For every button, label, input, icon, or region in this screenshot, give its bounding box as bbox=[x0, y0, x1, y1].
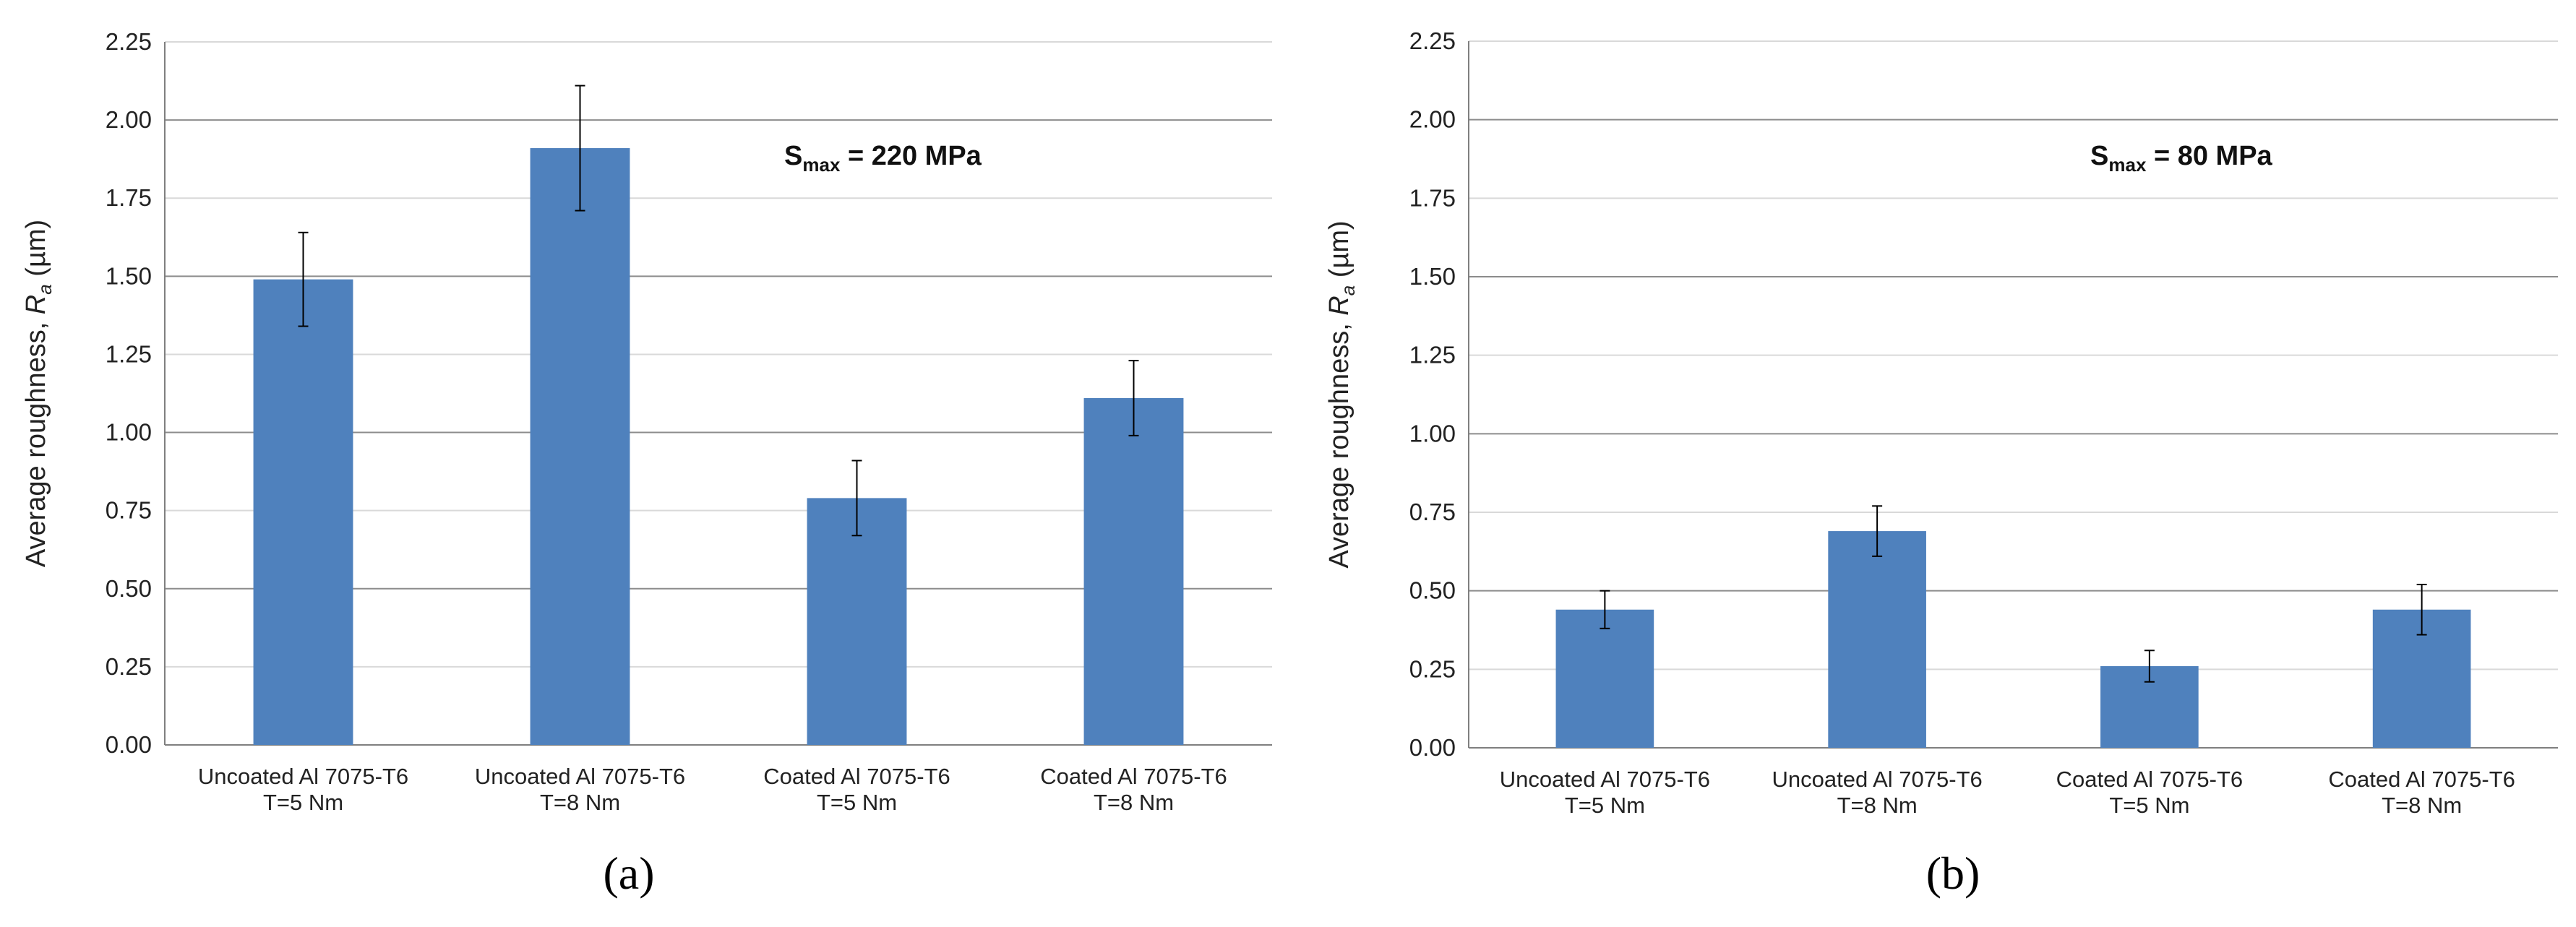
bar bbox=[1555, 609, 1654, 748]
bar bbox=[530, 148, 630, 745]
x-category-label: Uncoated Al 7075-T6 bbox=[1500, 767, 1710, 792]
y-tick-label: 0.25 bbox=[106, 653, 152, 680]
annotation-smax: Smax = 80 MPa bbox=[2090, 141, 2273, 176]
y-tick-label: 2.25 bbox=[1409, 27, 1456, 54]
annotation-smax: Smax = 220 MPa bbox=[784, 141, 982, 176]
panel-label: (a) bbox=[603, 848, 654, 899]
x-category-label: T=5 Nm bbox=[1565, 793, 1645, 818]
x-category-label: Coated Al 7075-T6 bbox=[2328, 767, 2515, 792]
x-category-label: T=5 Nm bbox=[817, 790, 897, 815]
bar bbox=[253, 279, 353, 745]
x-category-label: T=8 Nm bbox=[1837, 793, 1918, 818]
bar bbox=[1083, 397, 1184, 745]
chart-panel-a: 0.00 0.25 0.50 0.75 1.00 1.25 1.50 1.75 2.00 2.25… bbox=[21, 28, 1272, 899]
y-tick-label: 1.75 bbox=[1409, 184, 1456, 211]
chart-panel-b: 0.00 0.25 0.50 0.75 1.00 1.25 1.50 1.75 2.00 2.25… bbox=[1288, 0, 2576, 927]
chart-b: 0.00 0.25 0.50 0.75 1.00 1.25 1.50 1.75 2.00 2.25… bbox=[1324, 27, 2558, 899]
y-tick-label: 0.00 bbox=[106, 731, 152, 758]
y-tick-label: 0.50 bbox=[1409, 577, 1456, 604]
x-category-label: Uncoated Al 7075-T6 bbox=[1772, 767, 1983, 792]
x-category-label: T=8 Nm bbox=[540, 790, 620, 815]
y-tick-label: 1.25 bbox=[106, 340, 152, 367]
y-tick-label: 2.00 bbox=[1409, 106, 1456, 133]
y-tick-label: 0.00 bbox=[1409, 734, 1456, 761]
x-category-label: Coated Al 7075-T6 bbox=[763, 764, 950, 789]
y-tick-label: 0.75 bbox=[106, 497, 152, 524]
bar bbox=[807, 498, 907, 745]
y-tick-label: 2.25 bbox=[106, 28, 152, 55]
y-axis-title: Average roughness, Ra (µm) bbox=[21, 220, 56, 567]
x-category-label: T=8 Nm bbox=[2382, 793, 2462, 818]
y-tick-label: 1.25 bbox=[1409, 342, 1456, 368]
x-category-label: T=5 Nm bbox=[2109, 793, 2189, 818]
y-axis-title: Average roughness, Ra (µm) bbox=[1324, 220, 1359, 568]
y-tick-label: 1.50 bbox=[1409, 263, 1456, 290]
y-tick-label: 2.00 bbox=[106, 106, 152, 133]
x-category-label: Uncoated Al 7075-T6 bbox=[475, 764, 685, 789]
y-tick-label: 0.75 bbox=[1409, 499, 1456, 525]
y-tick-label: 1.75 bbox=[106, 184, 152, 211]
y-tick-label: 0.50 bbox=[106, 575, 152, 602]
x-category-label: Uncoated Al 7075-T6 bbox=[198, 764, 408, 789]
x-category-label: T=8 Nm bbox=[1094, 790, 1174, 815]
y-tick-label: 0.25 bbox=[1409, 655, 1456, 682]
x-category-label: Coated Al 7075-T6 bbox=[1040, 764, 1227, 789]
x-category-label: Coated Al 7075-T6 bbox=[2056, 767, 2244, 792]
panel-label: (b) bbox=[1926, 848, 1980, 899]
y-tick-label: 1.00 bbox=[1409, 420, 1456, 447]
chart-a: 0.00 0.25 0.50 0.75 1.00 1.25 1.50 1.75 2.00 2.25… bbox=[21, 28, 1272, 899]
y-tick-label: 1.00 bbox=[106, 419, 152, 446]
bar bbox=[1828, 531, 1926, 748]
x-category-label: T=5 Nm bbox=[263, 790, 343, 815]
y-tick-label: 1.50 bbox=[106, 262, 152, 289]
